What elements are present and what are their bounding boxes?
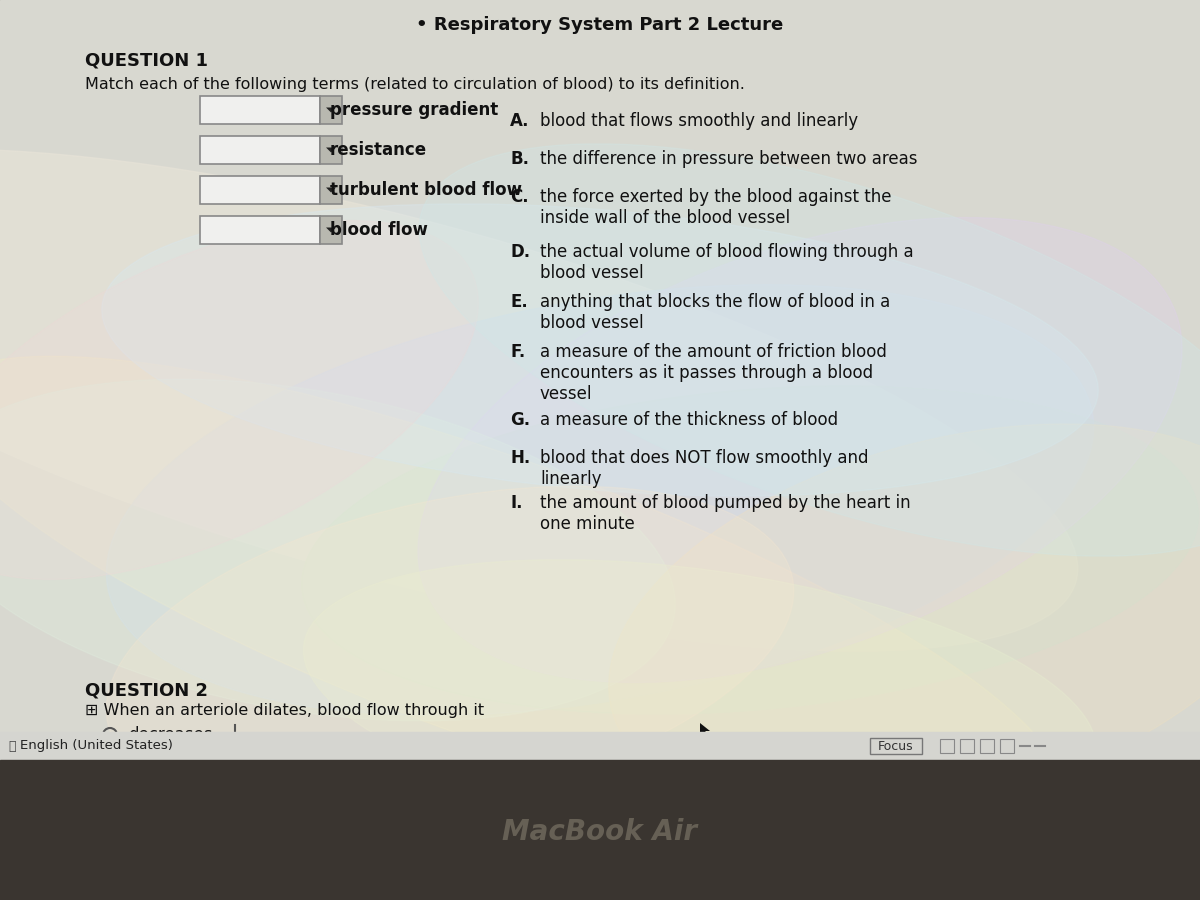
Text: B.: B.: [510, 150, 529, 168]
Text: ⌕: ⌕: [8, 740, 16, 752]
Text: H.: H.: [510, 449, 530, 467]
Ellipse shape: [0, 356, 1066, 844]
Text: A.: A.: [510, 112, 529, 130]
Ellipse shape: [301, 386, 1199, 714]
Bar: [200, 136, 320, 164]
Text: F.: F.: [510, 343, 526, 361]
Polygon shape: [326, 187, 336, 193]
Ellipse shape: [418, 218, 1182, 682]
Ellipse shape: [304, 560, 1097, 841]
Text: blood flow: blood flow: [330, 221, 428, 239]
Bar: [200, 216, 320, 244]
Ellipse shape: [419, 144, 1200, 556]
Bar: [320, 176, 342, 204]
Text: turbulent blood flow: turbulent blood flow: [330, 181, 522, 199]
Text: • Respiratory System Part 2 Lecture: • Respiratory System Part 2 Lecture: [416, 16, 784, 34]
Bar: [200, 96, 320, 124]
Text: G.: G.: [510, 411, 530, 429]
Bar: [960, 739, 974, 753]
Ellipse shape: [107, 486, 793, 814]
Bar: [200, 176, 320, 204]
Bar: [0, 732, 1200, 760]
Text: a measure of the thickness of blood: a measure of the thickness of blood: [540, 411, 838, 429]
Text: E.: E.: [510, 293, 528, 311]
Ellipse shape: [102, 204, 1098, 496]
Text: Focus: Focus: [878, 740, 914, 752]
Text: Match each of the following terms (related to circulation of blood) to its defin: Match each of the following terms (relat…: [85, 77, 745, 93]
Text: QUESTION 1: QUESTION 1: [85, 51, 208, 69]
Ellipse shape: [608, 424, 1200, 816]
Text: decreases: decreases: [128, 726, 212, 744]
Bar: [940, 739, 954, 753]
Polygon shape: [326, 107, 336, 112]
Text: pressure gradient: pressure gradient: [330, 101, 498, 119]
Text: increases: increases: [128, 753, 206, 771]
Polygon shape: [700, 723, 710, 737]
Bar: [320, 136, 342, 164]
Bar: [980, 739, 994, 753]
Text: anything that blocks the flow of blood in a
blood vessel: anything that blocks the flow of blood i…: [540, 293, 890, 332]
Bar: [320, 216, 342, 244]
Bar: [320, 96, 342, 124]
Text: a measure of the amount of friction blood
encounters as it passes through a bloo: a measure of the amount of friction bloo…: [540, 343, 887, 402]
Text: the actual volume of blood flowing through a
blood vessel: the actual volume of blood flowing throu…: [540, 243, 913, 282]
Polygon shape: [326, 228, 336, 232]
Text: MacBook Air: MacBook Air: [503, 818, 697, 846]
Text: English (United States): English (United States): [20, 740, 173, 752]
Ellipse shape: [0, 220, 479, 580]
Bar: [1000, 739, 1014, 753]
Text: blood that does NOT flow smoothly and
linearly: blood that does NOT flow smoothly and li…: [540, 449, 869, 488]
Ellipse shape: [0, 148, 1078, 651]
Text: resistance: resistance: [330, 141, 427, 159]
Text: I.: I.: [510, 494, 522, 512]
Bar: [0, 760, 1200, 900]
Text: the amount of blood pumped by the heart in
one minute: the amount of blood pumped by the heart …: [540, 494, 911, 533]
Polygon shape: [326, 148, 336, 152]
Ellipse shape: [107, 284, 1093, 716]
Text: ⊞ When an arteriole dilates, blood flow through it: ⊞ When an arteriole dilates, blood flow …: [85, 703, 484, 717]
Text: the difference in pressure between two areas: the difference in pressure between two a…: [540, 150, 918, 168]
Ellipse shape: [0, 379, 676, 721]
Bar: [870, 738, 922, 754]
Text: QUESTION 2: QUESTION 2: [85, 681, 208, 699]
Text: C.: C.: [510, 188, 529, 206]
Text: D.: D.: [510, 243, 530, 261]
Text: blood that flows smoothly and linearly: blood that flows smoothly and linearly: [540, 112, 858, 130]
Text: the force exerted by the blood against the
inside wall of the blood vessel: the force exerted by the blood against t…: [540, 188, 892, 227]
Bar: [0, 0, 1200, 760]
